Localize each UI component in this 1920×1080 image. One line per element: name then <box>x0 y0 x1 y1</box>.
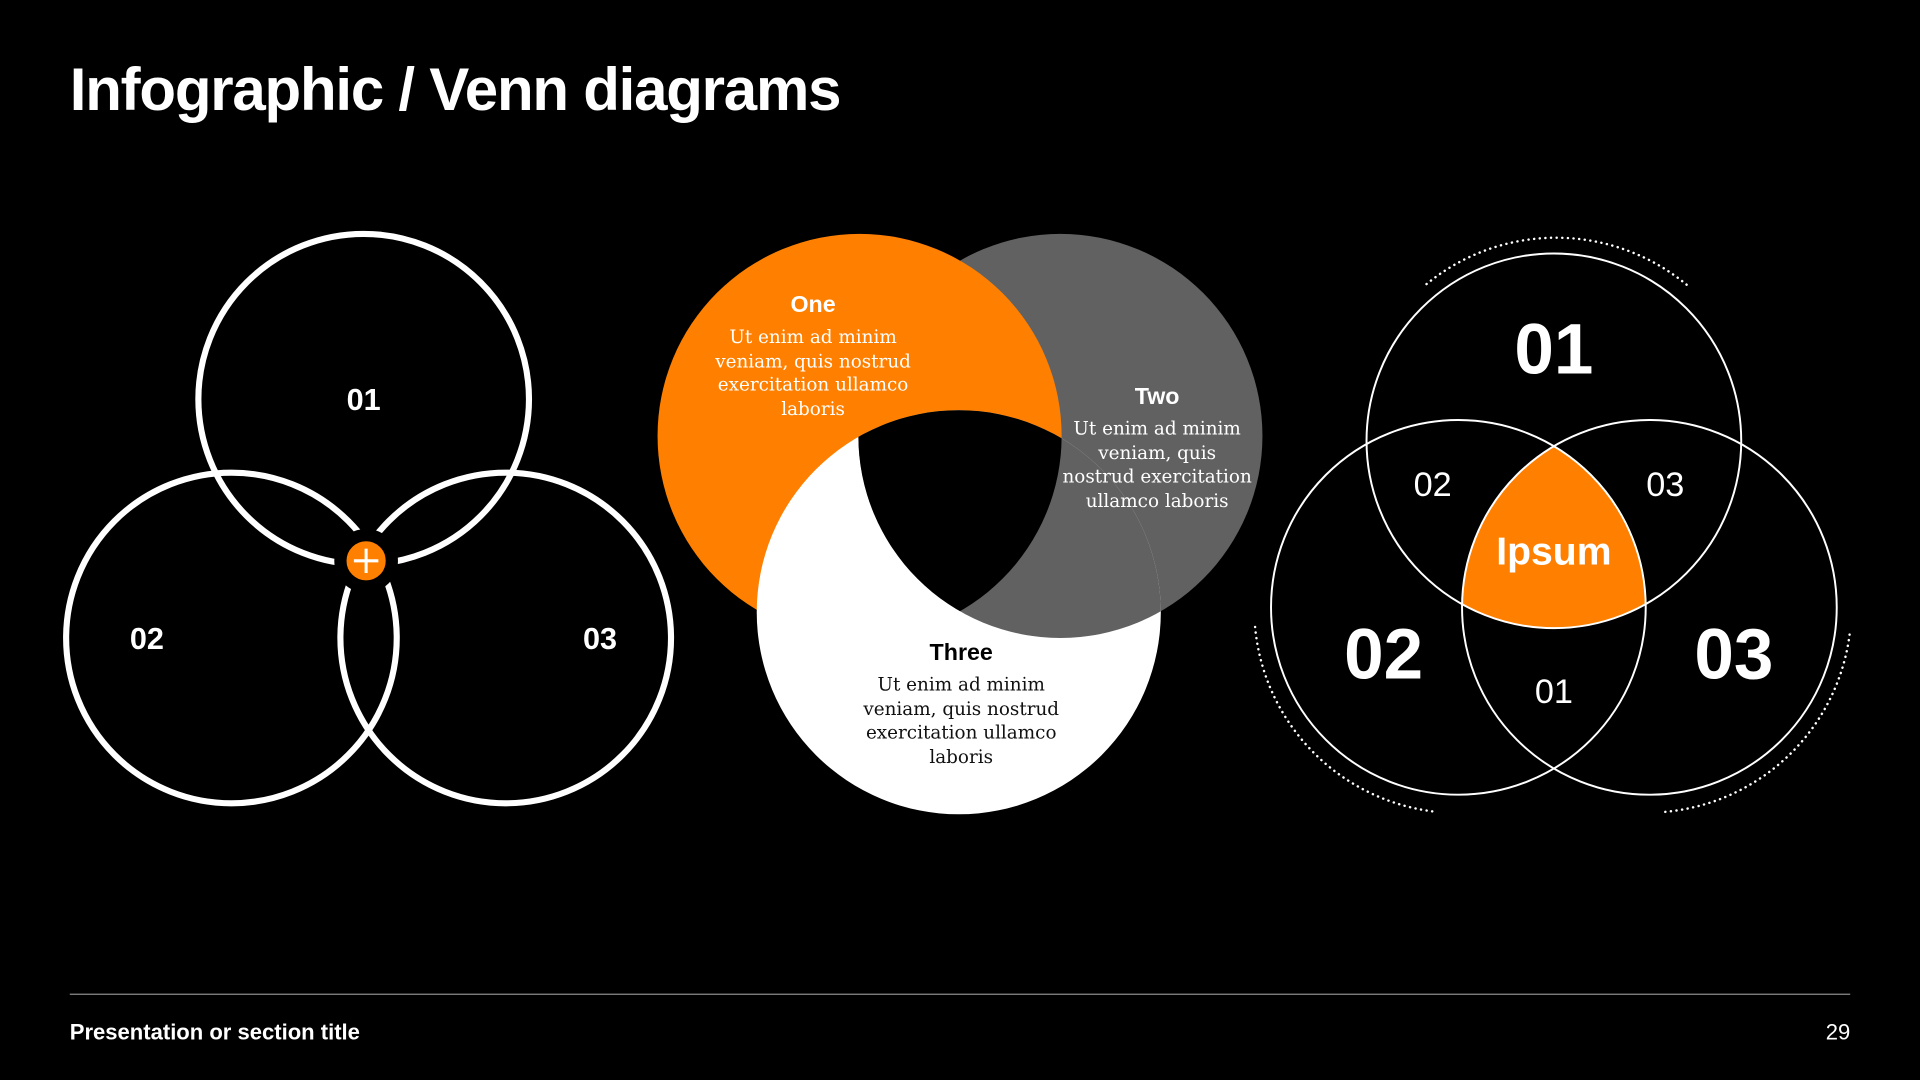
labeled-main-01: 01 <box>1514 310 1593 389</box>
page-number: 29 <box>1826 1020 1851 1045</box>
outline-circle-02 <box>63 469 400 807</box>
set-three-line: exercitation ullamco <box>866 722 1057 743</box>
labeled-circle-03 <box>1461 419 1838 796</box>
set-three-line: laboris <box>929 747 993 768</box>
outline-circle-03 <box>337 469 675 807</box>
labeled-circle-02 <box>1270 419 1647 796</box>
plus-icon <box>334 528 398 593</box>
outline-label-01: 01 <box>347 383 381 417</box>
dotted-arc-right <box>1664 628 1852 814</box>
overlap-label-02: 02 <box>1414 466 1452 504</box>
labeled-main-03: 03 <box>1694 615 1773 694</box>
set-one-line: veniam, quis nostrud <box>714 351 911 372</box>
outline-label-02: 02 <box>130 622 164 656</box>
overlap-label-01: 01 <box>1535 673 1573 711</box>
set-two-line: Ut enim ad minim <box>1073 419 1240 440</box>
labeled-circle-01 <box>1365 252 1743 630</box>
set-three-line: veniam, quis nostrud <box>862 699 1059 720</box>
set-one-line: Ut enim ad minim <box>729 327 896 348</box>
page-title: Infographic / Venn diagrams <box>70 56 840 123</box>
set-three-title: Three <box>930 639 993 665</box>
set-two-line: ullamco laboris <box>1086 491 1229 512</box>
set-two-line: veniam, quis <box>1097 443 1216 464</box>
center-intersection <box>1462 420 1646 629</box>
overlap-label-03: 03 <box>1646 466 1684 504</box>
dotted-arc-top <box>1425 236 1689 287</box>
set-two-line: nostrud exercitation <box>1062 466 1252 487</box>
set-two-title: Two <box>1135 383 1180 409</box>
dotted-arc-left <box>1253 625 1438 814</box>
center-label: Ipsum <box>1496 530 1611 573</box>
outline-label-03: 03 <box>583 622 617 656</box>
set-one-line: laboris <box>781 399 845 420</box>
venn-labeled <box>1253 236 1852 814</box>
set-three-line: Ut enim ad minim <box>878 675 1045 696</box>
set-one-title: One <box>790 291 835 317</box>
labeled-main-02: 02 <box>1344 615 1423 694</box>
set-one-line: exercitation ullamco <box>718 375 909 396</box>
venn-outline <box>63 230 675 807</box>
footer-section-title: Presentation or section title <box>70 1020 360 1045</box>
venn-filled <box>657 233 1263 815</box>
